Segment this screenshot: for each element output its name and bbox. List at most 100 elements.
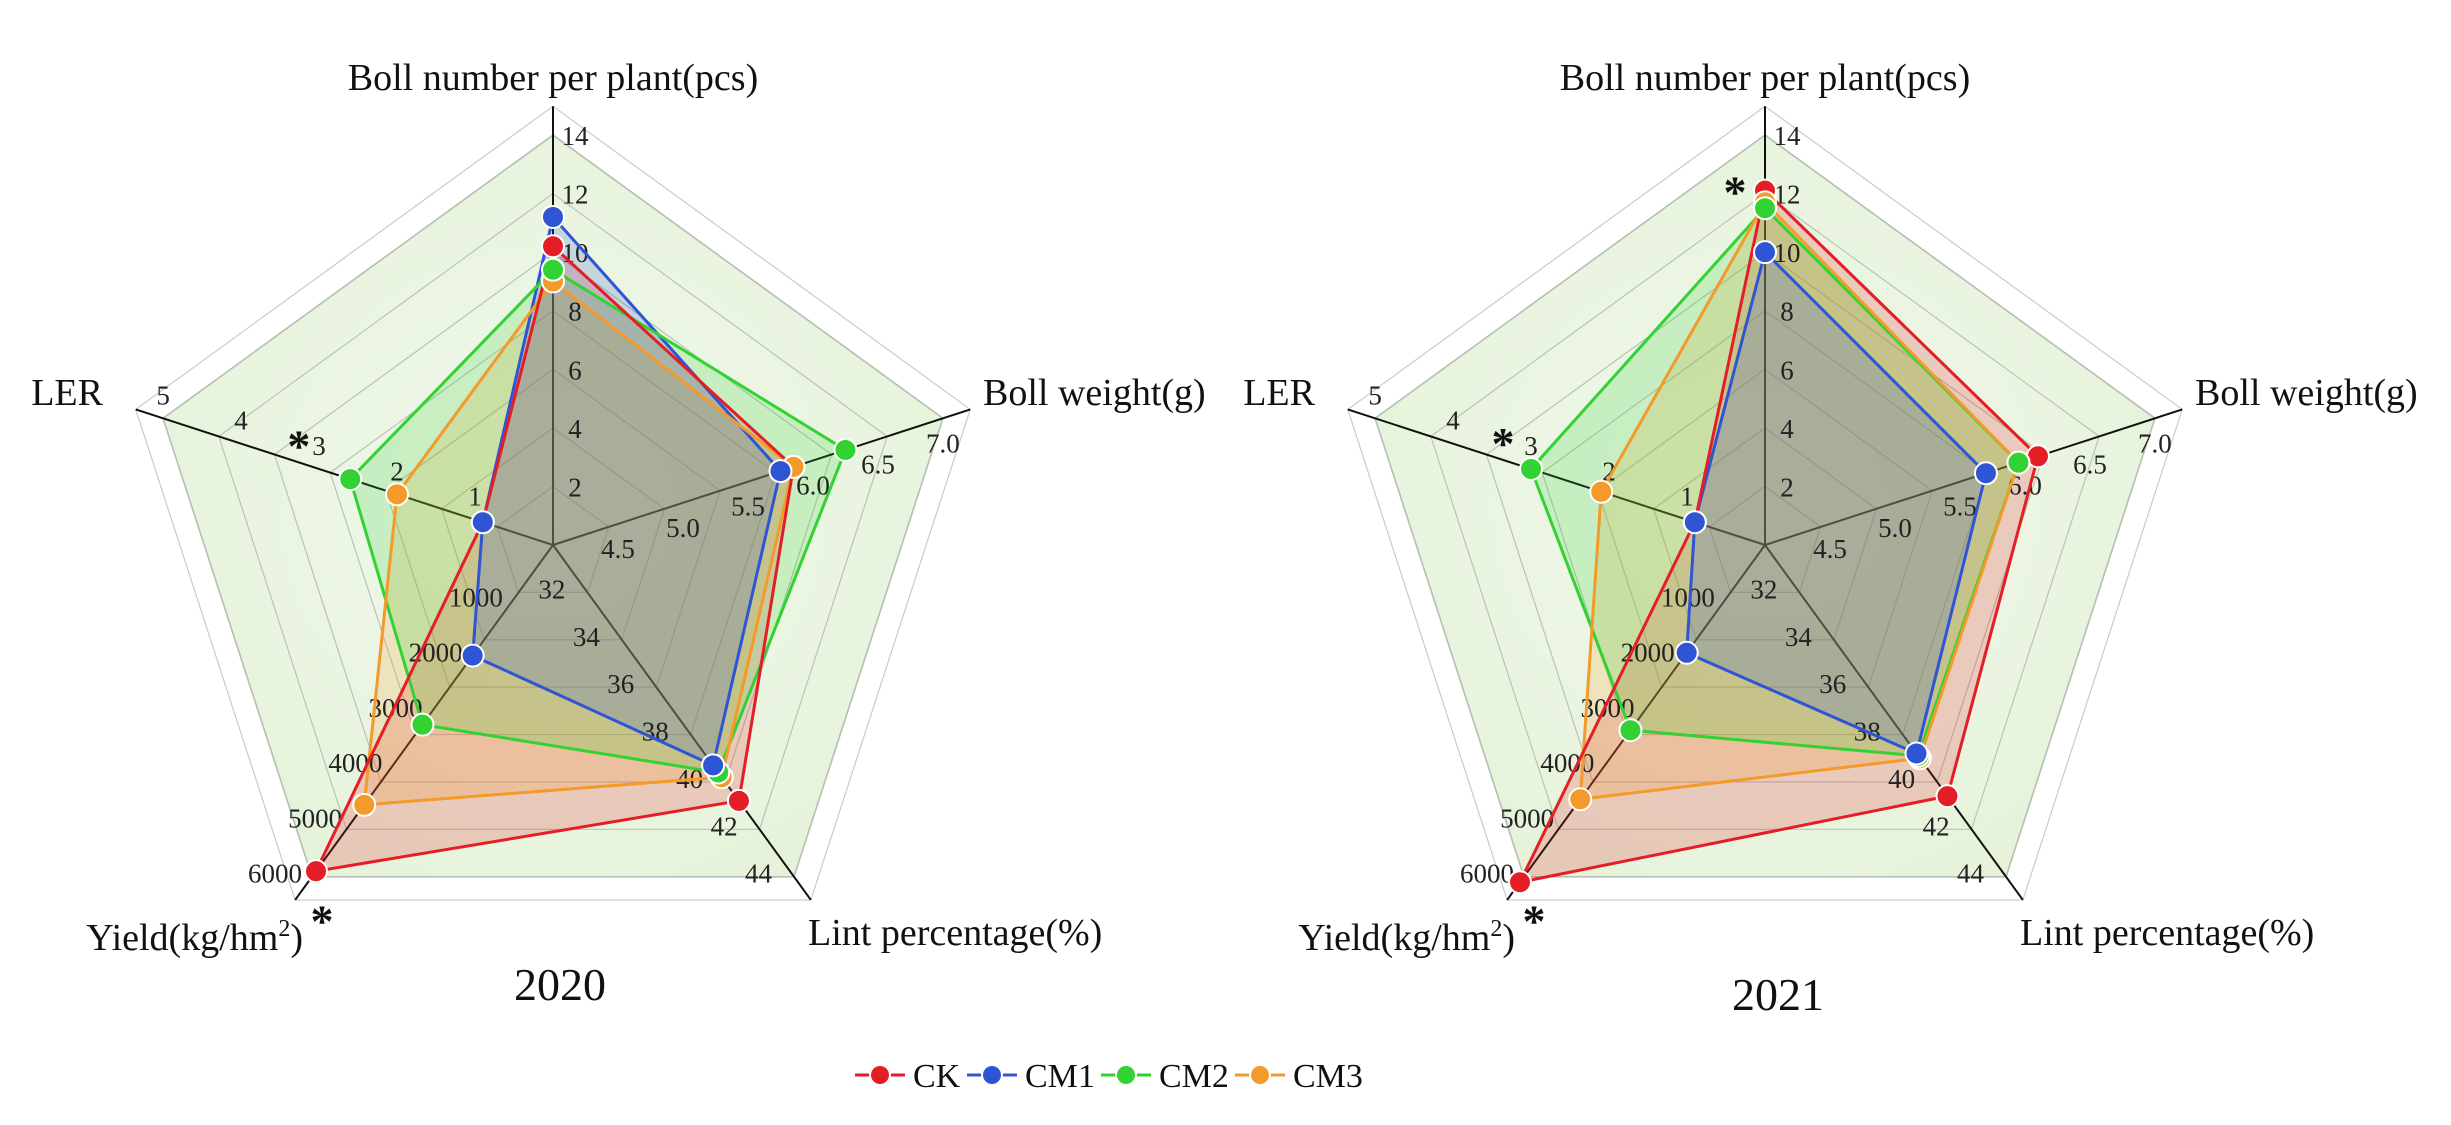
grid-ring: [1430, 192, 2100, 830]
tick-label: 3: [312, 431, 326, 461]
grid-ring: [273, 251, 833, 783]
legend-marker: [869, 1064, 891, 1086]
tick-label: 4.5: [1813, 534, 1847, 564]
data-point-cm2: [1618, 718, 1643, 743]
tick-label: 5.0: [666, 513, 700, 543]
tick-label: 2: [1602, 456, 1616, 486]
data-point-cm1: [1904, 741, 1929, 766]
data-point-ck: [304, 859, 329, 884]
grid-ring: [1652, 427, 1878, 641]
tick-label: 44: [1957, 859, 1985, 889]
data-point-cm1: [1753, 240, 1777, 265]
panel-title: 2021: [1732, 969, 1824, 1020]
legend: CK CM1 CM2 CM3: [855, 1058, 1363, 1095]
legend-label: CK: [913, 1058, 961, 1095]
series-area-cm2: [1531, 208, 2019, 756]
tick-label: 6.5: [861, 449, 895, 479]
tick-label: 6000: [248, 859, 302, 889]
tick-label: 6: [1780, 355, 1794, 385]
tick-label: 6.5: [2073, 449, 2107, 479]
significance-marker: *: [1492, 418, 1515, 469]
data-point-cm1: [541, 205, 565, 229]
data-point-cm3: [1568, 787, 1593, 812]
tick-label: 5.5: [1943, 492, 1977, 522]
data-point-ck: [726, 788, 751, 813]
axis-title: Lint percentage(%): [808, 912, 1102, 954]
legend-marker: [981, 1064, 1003, 1086]
legend-marker: [1249, 1064, 1271, 1086]
axis-title: LER: [31, 372, 103, 414]
outer-frame: [135, 105, 971, 901]
tick-label: 36: [607, 669, 634, 699]
tick-label: 2: [390, 456, 404, 486]
grid-ring: [329, 309, 777, 736]
tick-label: 8: [1780, 297, 1794, 327]
axis-spoke: [552, 408, 971, 546]
data-point-cm1: [701, 753, 726, 778]
tick-label: 3: [1524, 431, 1538, 461]
legend-label: CM2: [1159, 1058, 1229, 1095]
tick-label: 1000: [1661, 582, 1715, 612]
tick-label: 4: [1446, 406, 1460, 436]
tick-label: 2000: [1621, 638, 1675, 668]
grid-ring: [1374, 134, 2156, 878]
tick-label: 4000: [1540, 748, 1594, 778]
axis-title: Boll number per plant(pcs): [1560, 57, 1971, 99]
tick-label: 4.5: [601, 534, 635, 564]
grid-ring: [1541, 309, 1989, 736]
grid-ring: [1708, 485, 1822, 593]
data-point-cm1: [1973, 461, 1998, 486]
axis-spoke: [552, 544, 812, 901]
tick-label: 1: [468, 482, 482, 512]
series-area-cm1: [1686, 252, 1986, 754]
axis-title: Boll weight(g): [983, 372, 1206, 414]
series-line-cm2: [348, 267, 848, 775]
grid-ring: [162, 134, 944, 878]
tick-label: 6000: [1460, 859, 1514, 889]
radar-panel-2021: 24681012144.55.05.56.06.57.0323436384042…: [1243, 57, 2417, 1020]
tick-label: 7.0: [2138, 428, 2172, 458]
series-line-cm3: [362, 279, 796, 807]
grid-ring: [496, 485, 610, 593]
tick-label: 2: [1780, 472, 1794, 502]
axis-title: Boll weight(g): [2195, 372, 2418, 414]
tick-label: 12: [1774, 180, 1801, 210]
series-line-ck: [1517, 187, 2040, 885]
grid-ring: [1485, 251, 2045, 783]
legend-marker: [1115, 1064, 1137, 1086]
data-point-ck: [541, 234, 565, 259]
legend-item-cm2: CM2: [1101, 1058, 1229, 1095]
axis-title: Yield(kg/hm2): [1298, 916, 1515, 959]
axis-spoke: [1764, 544, 2024, 901]
grid-ring: [218, 192, 888, 830]
data-point-cm2: [410, 712, 435, 737]
data-point-cm3: [385, 482, 410, 507]
tick-label: 4: [234, 406, 248, 436]
data-point-cm1: [768, 459, 793, 484]
legend-label: CM3: [1293, 1058, 1363, 1095]
tick-label: 8: [568, 297, 582, 327]
legend-item-cm3: CM3: [1235, 1058, 1363, 1095]
tick-label: 44: [745, 859, 773, 889]
data-point-cm2: [1519, 456, 1544, 481]
series-line-ck: [313, 243, 796, 874]
data-point-cm2: [2006, 450, 2031, 475]
tick-label: 32: [1750, 574, 1777, 604]
tick-label: 14: [1774, 121, 1802, 151]
tick-label: 36: [1819, 669, 1846, 699]
legend-item-cm1: CM1: [967, 1058, 1095, 1095]
tick-label: 2: [568, 472, 582, 502]
tick-label: 2000: [409, 638, 463, 668]
tick-label: 42: [1923, 811, 1950, 841]
tick-label: 4: [568, 414, 582, 444]
tick-label: 32: [538, 574, 565, 604]
data-point-cm2: [833, 437, 858, 462]
significance-marker: *: [287, 421, 310, 472]
tick-label: 5: [1368, 380, 1382, 410]
series-area-ck: [316, 246, 794, 872]
data-point-cm1: [1674, 640, 1699, 665]
data-point-cm3: [1589, 479, 1614, 504]
data-point-cm2: [1753, 196, 1777, 221]
grid-ring: [440, 427, 666, 641]
